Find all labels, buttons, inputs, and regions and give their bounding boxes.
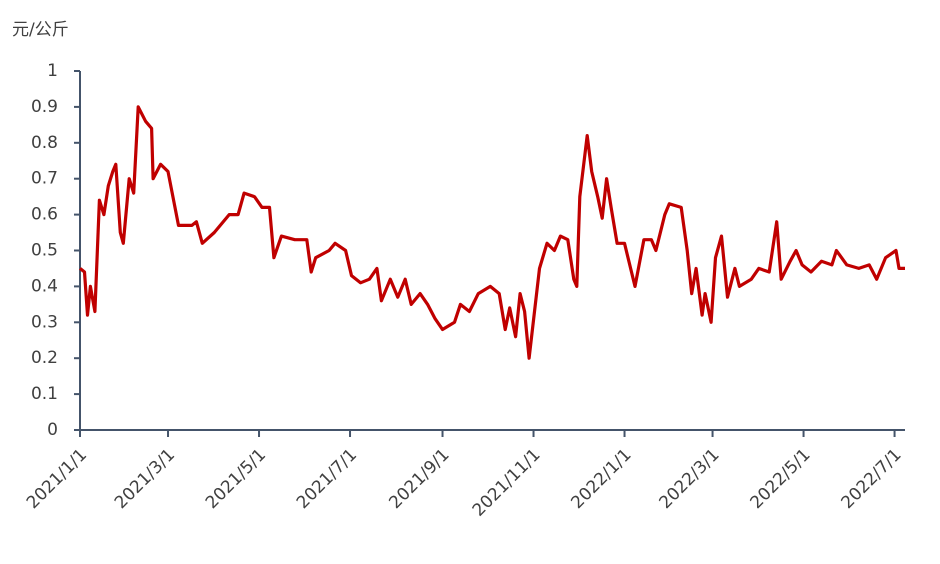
y-tick-label: 0.5 [31,241,58,261]
x-tick-label: 2022/1/1 [567,445,635,513]
x-tick-label: 2021/7/1 [293,445,361,513]
y-tick-label: 0.7 [31,169,58,189]
y-tick-label: 0.6 [31,205,58,225]
y-tick-label: 0.1 [31,384,58,404]
y-tick-label: 0.9 [31,97,58,117]
x-tick-label: 2021/5/1 [202,445,270,513]
y-tick-label: 0.2 [31,348,58,368]
x-tick-label: 2021/3/1 [111,445,179,513]
y-tick-label: 0.3 [31,312,58,332]
y-tick-label: 0.8 [31,133,58,153]
x-tick-label: 2022/5/1 [746,445,814,513]
x-tick-label: 2022/7/1 [837,445,905,513]
x-tick-label: 2021/1/1 [23,445,91,513]
y-axis-label: 元/公斤 [12,20,69,40]
y-tick-label: 0 [47,420,58,440]
x-tick-label: 2021/11/1 [469,445,545,521]
x-tick-label: 2021/9/1 [385,445,453,513]
data-line [79,105,905,360]
y-tick-label: 1 [47,61,58,81]
x-tick-label: 2022/3/1 [655,445,723,513]
y-tick-label: 0.4 [31,276,58,296]
